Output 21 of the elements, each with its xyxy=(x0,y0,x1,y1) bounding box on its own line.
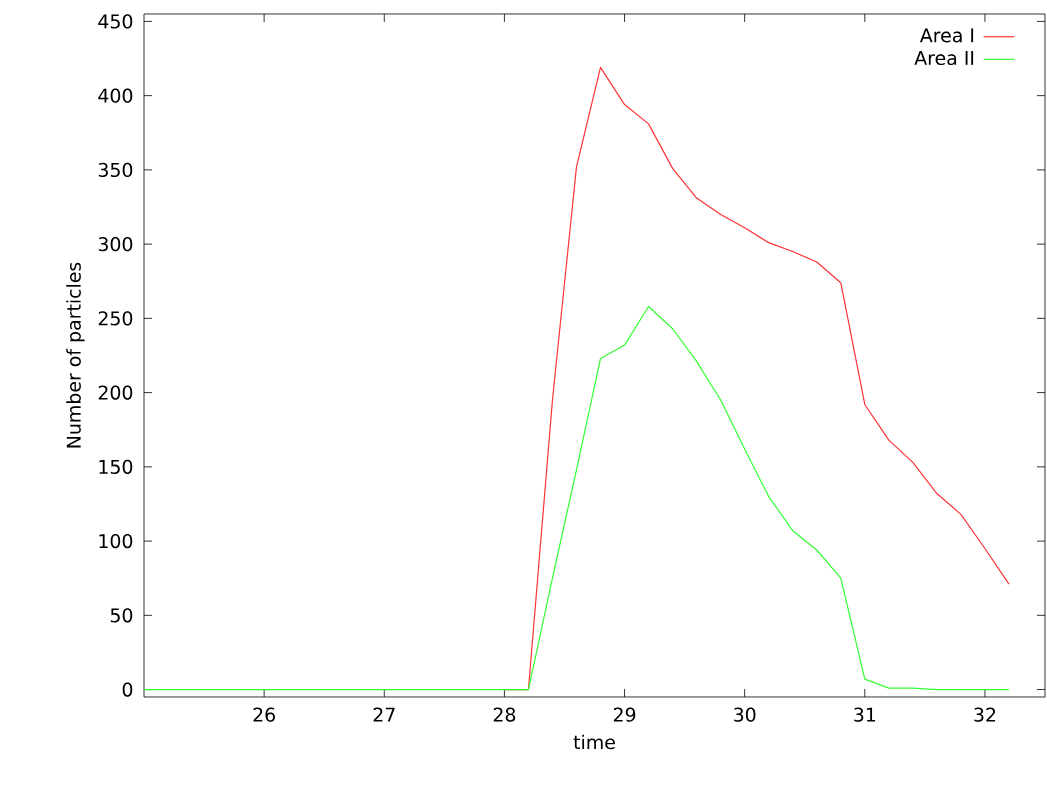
y-tick-label: 0 xyxy=(122,682,133,697)
y-tick-label: 50 xyxy=(110,608,133,623)
y-tick-label: 400 xyxy=(98,88,133,103)
legend-label: Area I xyxy=(919,28,974,43)
y-tick-label: 300 xyxy=(98,236,133,252)
y-tick-label: 450 xyxy=(98,14,133,29)
x-axis-title: time xyxy=(573,734,615,750)
x-tick-label: 31 xyxy=(854,707,876,722)
x-tick-label: 26 xyxy=(253,707,275,722)
y-axis-title: Number of particles xyxy=(66,262,85,448)
x-tick-label: 32 xyxy=(974,707,996,722)
y-tick-label: 200 xyxy=(98,385,133,400)
y-tick-label: 150 xyxy=(99,459,133,474)
x-tick-label: 28 xyxy=(493,707,516,722)
y-tick-label: 100 xyxy=(99,533,133,549)
legend-label: Area II xyxy=(914,51,974,66)
y-tick-label: 350 xyxy=(98,162,133,178)
x-tick-label: 30 xyxy=(734,707,756,722)
y-tick-label: 250 xyxy=(98,311,133,326)
x-tick-label: 27 xyxy=(373,707,395,722)
x-tick-label: 29 xyxy=(613,707,636,722)
